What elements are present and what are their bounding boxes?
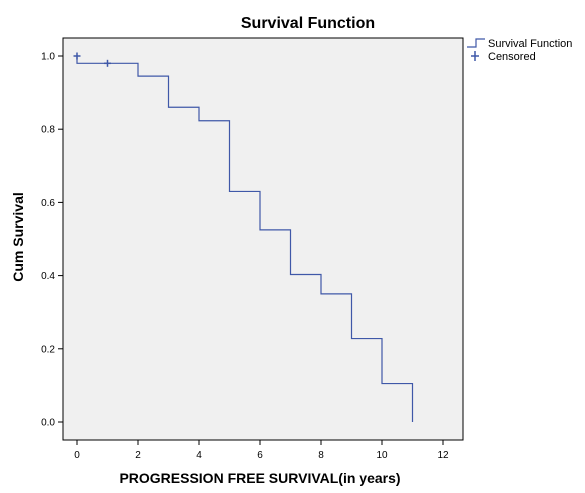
x-tick-label: 6	[257, 450, 263, 461]
legend-label: Censored	[488, 51, 536, 63]
y-axis-ticks: 0.0 0.2 0.4 0.6 0.8 1.0	[41, 52, 63, 429]
legend-plus-swatch	[471, 51, 479, 61]
x-tick-label: 2	[135, 450, 141, 461]
y-tick-label: 0.6	[41, 198, 55, 209]
x-tick-label: 4	[196, 450, 202, 461]
chart-title: Survival Function	[241, 15, 375, 32]
x-axis-label: PROGRESSION FREE SURVIVAL(in years)	[119, 470, 400, 486]
plot-area	[62, 37, 464, 441]
legend-item-censored: Censored	[471, 51, 536, 63]
x-tick-label: 12	[437, 450, 449, 461]
y-tick-label: 0.4	[41, 271, 55, 282]
legend-step-swatch	[467, 38, 485, 48]
censored-marker	[73, 52, 81, 60]
x-tick-label: 0	[74, 450, 80, 461]
x-axis-ticks: 0 2 4 6 8 10 12	[74, 440, 449, 461]
x-tick-label: 8	[318, 450, 324, 461]
legend-label: Survival Function	[488, 38, 572, 50]
y-tick-label: 1.0	[41, 52, 55, 63]
x-tick-label: 10	[376, 450, 388, 461]
y-axis-label: Cum Survival	[10, 192, 26, 281]
y-tick-label: 0.8	[41, 125, 55, 136]
y-tick-label: 0.2	[41, 344, 55, 355]
survival-function-line	[76, 56, 414, 422]
series-layer	[73, 52, 414, 422]
legend-item-survival-function: Survival Function	[467, 38, 572, 50]
y-tick-label: 0.0	[41, 418, 55, 429]
censored-marker	[104, 59, 111, 67]
